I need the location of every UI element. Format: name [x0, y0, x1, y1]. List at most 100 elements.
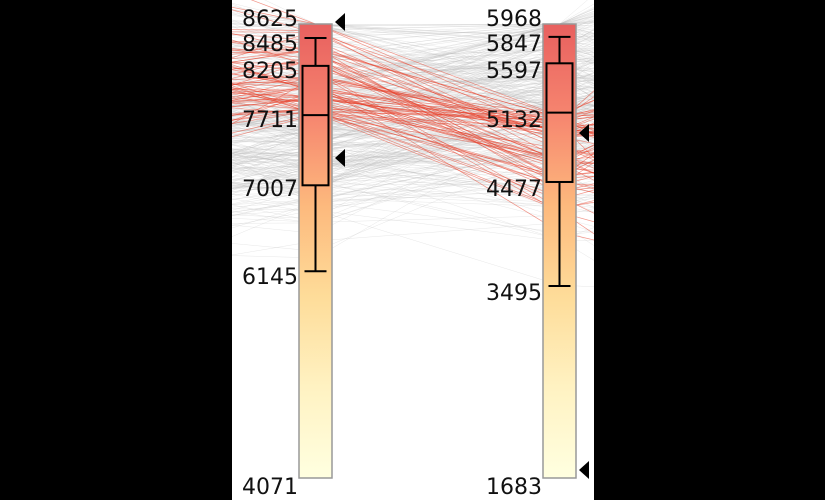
data-line [232, 14, 594, 50]
data-line [232, 47, 594, 97]
data-line [232, 31, 594, 54]
tick-label: 4071 [242, 475, 298, 500]
data-line [232, 146, 594, 201]
tick-label: 8485 [242, 32, 298, 57]
data-line [232, 156, 594, 191]
data-line [232, 29, 594, 71]
data-line [232, 23, 594, 102]
data-line [264, 0, 594, 99]
tick-label: 7007 [242, 177, 298, 202]
data-line [232, 85, 594, 177]
data-line [232, 43, 594, 58]
tick-label: 5968 [486, 7, 542, 32]
data-line [232, 137, 594, 205]
tick-label: 6145 [242, 265, 298, 290]
data-line [232, 136, 594, 178]
data-line [232, 126, 594, 165]
data-line [232, 179, 594, 188]
parallel-coordinates-chart: 8625 8485 8205 7711 7007 6145 4071 5968 5847 559… [232, 0, 594, 500]
data-line [232, 76, 594, 190]
data-line [232, 49, 594, 80]
data-line [232, 8, 594, 83]
data-line [232, 3, 594, 37]
data-line [232, 117, 594, 161]
data-line [232, 49, 594, 116]
data-line [232, 117, 594, 191]
data-line [232, 40, 594, 85]
brush-handle-icon[interactable] [335, 149, 345, 167]
data-line [232, 76, 594, 159]
data-line [232, 90, 594, 171]
brush-handle-icon[interactable] [579, 461, 589, 479]
data-line [232, 8, 594, 55]
data-line [232, 145, 594, 170]
data-line [232, 144, 594, 252]
tick-label: 5597 [486, 59, 542, 84]
data-line [232, 114, 594, 164]
data-line [232, 2, 594, 43]
data-line [232, 171, 594, 261]
data-line [232, 100, 594, 148]
data-line [232, 159, 594, 196]
data-line [232, 95, 594, 189]
data-line [232, 12, 594, 36]
data-line [232, 15, 594, 88]
data-line [232, 10, 594, 79]
data-line [232, 173, 594, 213]
tick-label: 8205 [242, 59, 298, 84]
data-line [232, 17, 594, 43]
data-line [232, 74, 594, 191]
data-line [232, 29, 594, 81]
data-line [232, 165, 594, 216]
data-line [232, 15, 594, 36]
data-line [232, 123, 594, 144]
data-line [232, 110, 594, 200]
data-line [232, 95, 594, 234]
data-line [232, 88, 594, 173]
data-line [232, 46, 594, 192]
data-line [232, 11, 594, 46]
data-line [232, 28, 594, 178]
data-line [232, 122, 594, 213]
data-line [232, 49, 594, 139]
data-line [232, 20, 594, 134]
data-line [232, 104, 594, 185]
data-line [232, 74, 594, 132]
data-line [232, 110, 594, 227]
data-line [232, 102, 594, 156]
brush-handle-icon[interactable] [335, 13, 345, 31]
data-line [232, 90, 594, 117]
data-line [232, 83, 594, 137]
data-line [232, 159, 594, 203]
data-line [232, 9, 594, 129]
tick-label: 4477 [486, 177, 542, 202]
data-line [232, 22, 594, 107]
data-line [232, 187, 594, 213]
data-line [232, 182, 594, 207]
data-line [232, 49, 594, 136]
data-line [232, 222, 594, 256]
data-line [232, 90, 594, 121]
data-line [232, 75, 594, 122]
data-line [232, 96, 594, 124]
data-line [232, 129, 594, 139]
data-line [232, 104, 594, 213]
data-line [232, 94, 594, 167]
data-line [232, 23, 594, 44]
brush-handle-icon[interactable] [579, 124, 589, 142]
tick-label: 3495 [486, 281, 542, 306]
data-line [232, 155, 594, 203]
data-line [232, 29, 594, 174]
data-line [232, 45, 594, 127]
data-line [232, 108, 594, 122]
data-line [232, 95, 594, 153]
data-line [232, 82, 594, 145]
data-line [232, 152, 594, 233]
data-line [232, 60, 594, 85]
data-line [232, 59, 594, 75]
data-line [232, 8, 594, 47]
tick-label: 7711 [242, 108, 298, 133]
